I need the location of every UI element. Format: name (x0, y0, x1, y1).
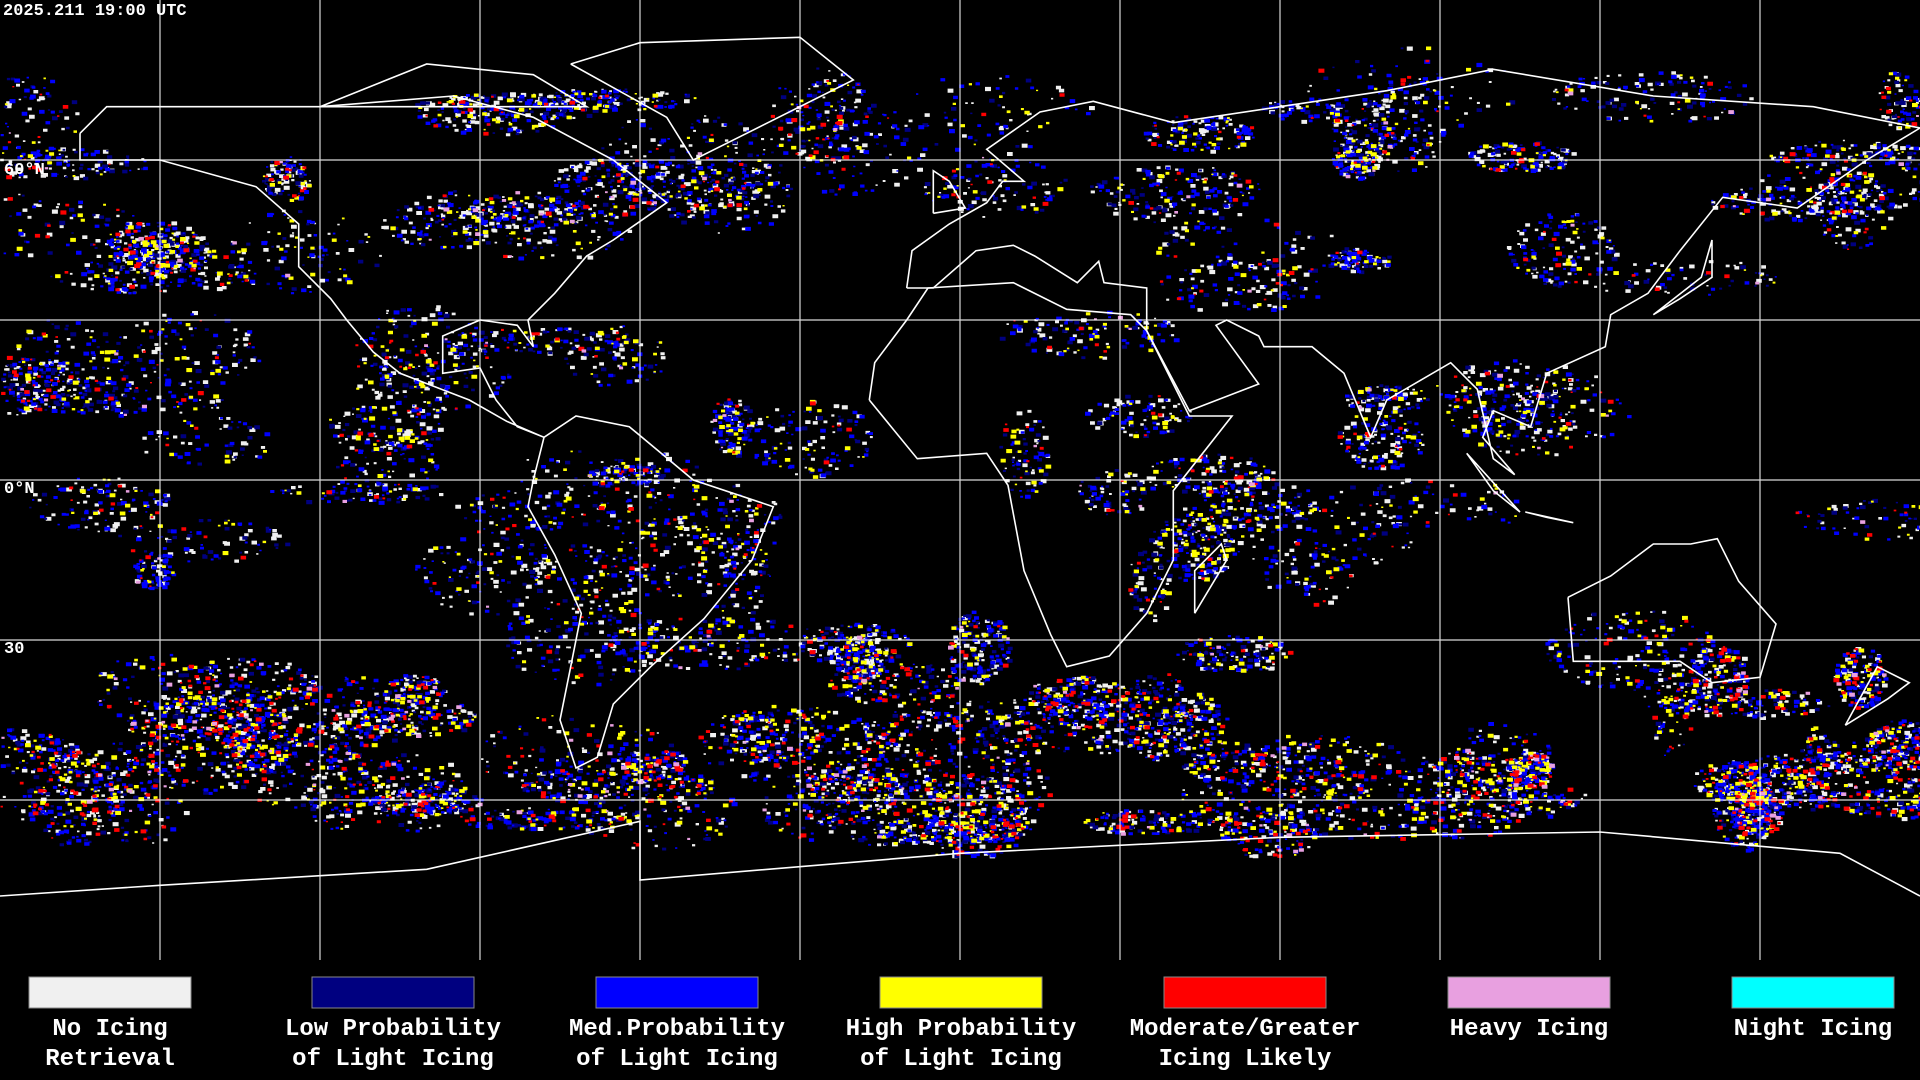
coastlines (0, 36, 1920, 897)
legend-swatch (28, 976, 192, 1009)
legend-swatch (1163, 976, 1327, 1009)
coastline (1844, 665, 1911, 726)
coastline (1652, 239, 1713, 316)
coastline (319, 63, 590, 108)
coastline (932, 169, 967, 215)
legend-label: Low Probability (285, 1016, 501, 1043)
legend-swatch (595, 976, 759, 1009)
legend-label: of Light Icing (292, 1046, 494, 1073)
legend-label: Icing Likely (1159, 1046, 1332, 1073)
coastline (79, 95, 669, 439)
legend-label: Heavy Icing (1450, 1016, 1608, 1043)
coastline (868, 281, 1234, 668)
lat-label: 0°N (4, 480, 35, 499)
timestamp: 2025.211 19:00 UTC (3, 2, 187, 21)
legend-label: Retrieval (45, 1046, 175, 1073)
labels: 2025.211 19:00 UTC 60°N 0°N 30 (3, 2, 187, 659)
coastline (527, 415, 775, 770)
coastline (1525, 511, 1574, 524)
coastline (1193, 542, 1228, 614)
lat-label: 60°N (4, 161, 45, 180)
legend: No Icing Retrieval Low Probability of Light… (28, 976, 1895, 1073)
legend-swatch (311, 976, 475, 1009)
coastline (1466, 452, 1521, 513)
legend-swatch (1447, 976, 1611, 1009)
legend-label: Night Icing (1734, 1016, 1892, 1043)
coastline (1567, 537, 1777, 684)
icing-pixels (0, 59, 1920, 858)
legend-swatch (1731, 976, 1895, 1009)
legend-label: of Light Icing (860, 1046, 1062, 1073)
lat-label: 30 (4, 640, 24, 659)
legend-label: No Icing (52, 1016, 167, 1043)
legend-label: of Light Icing (576, 1046, 778, 1073)
legend-label: High Probability (846, 1016, 1076, 1043)
legend-label: Med.Probability (569, 1016, 785, 1043)
legend-swatch (879, 976, 1043, 1009)
graticule (0, 0, 1920, 960)
legend-label: Moderate/Greater (1130, 1016, 1360, 1043)
